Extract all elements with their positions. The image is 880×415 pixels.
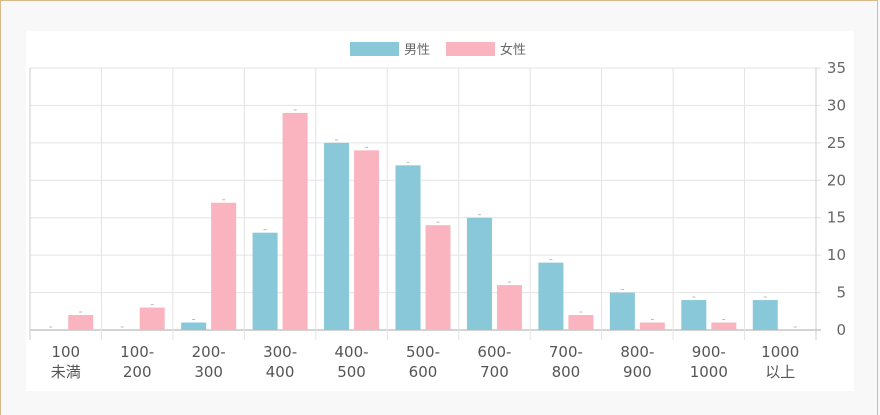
x-tick-label-line: 400-	[335, 343, 369, 361]
x-tick-label-line: 500	[337, 363, 366, 381]
female-bar	[568, 315, 594, 330]
x-tick-label: 400- 500	[335, 343, 369, 381]
female-bar	[496, 285, 522, 330]
female-bar	[639, 322, 665, 330]
y-tick-label: 0	[836, 321, 846, 339]
y-tick-label: 10	[827, 246, 846, 264]
female-bar	[711, 322, 737, 330]
x-tick-label-line: 600-	[477, 343, 511, 361]
x-tick-label-line: 700	[480, 363, 509, 381]
chart-panel	[26, 31, 854, 391]
x-tick-label-line: 1000	[761, 343, 799, 361]
y-tick-label: 25	[827, 134, 846, 152]
x-tick-label-line: 200-	[192, 343, 226, 361]
x-tick-label: 100- 200	[120, 343, 154, 381]
x-tick-label: 1000 以上	[761, 343, 799, 381]
x-tick-label-line: 800	[552, 363, 581, 381]
x-tick-label-line: 700-	[549, 343, 583, 361]
female-bar	[282, 112, 308, 331]
x-tick-label: 800- 900	[620, 343, 654, 381]
x-tick-label-line: 900	[623, 363, 652, 381]
legend-label: 男性	[404, 43, 430, 58]
y-tick-label: 15	[827, 209, 846, 227]
male-bar	[252, 232, 278, 330]
x-tick-label-line: 300-	[263, 343, 297, 361]
female-bar	[139, 307, 165, 330]
legend-label: 女性	[500, 42, 526, 58]
y-tick-label: 5	[836, 284, 846, 302]
male-bar	[466, 217, 492, 330]
y-tick-label: 35	[827, 59, 846, 77]
x-tick-label: 300- 400	[263, 343, 297, 381]
y-tick-label: 20	[827, 171, 846, 189]
x-tick-label-line: 400	[266, 363, 295, 381]
x-tick-label: 600- 700	[477, 343, 511, 381]
male-bar	[609, 292, 635, 330]
x-tick-label-line: 未満	[51, 363, 81, 381]
x-tick-label-line: 600	[409, 363, 438, 381]
x-tick-label: 200- 300	[192, 343, 226, 381]
x-tick-label: 700- 800	[549, 343, 583, 381]
x-tick-label-line: 以上	[765, 363, 795, 381]
female-bar	[354, 150, 380, 330]
x-tick-label-line: 500-	[406, 343, 440, 361]
x-tick-label: 900- 1000	[690, 343, 728, 381]
female-bar	[68, 315, 94, 330]
x-tick-label-line: 1000	[690, 363, 728, 381]
legend-swatch	[350, 42, 399, 56]
male-bar	[181, 322, 207, 330]
male-bar	[681, 300, 707, 330]
x-tick-label-line: 100	[51, 343, 80, 361]
y-tick-label: 30	[827, 96, 846, 114]
x-tick-label-line: 200	[123, 363, 152, 381]
x-tick-label: 500- 600	[406, 343, 440, 381]
female-bar	[211, 202, 237, 330]
x-tick-label-line: 100-	[120, 343, 154, 361]
x-tick-label: 100 未満	[51, 343, 81, 381]
legend-swatch	[446, 42, 495, 56]
male-bar	[752, 300, 778, 330]
x-tick-label-line: 300	[194, 363, 223, 381]
x-tick-label-line: 900-	[692, 343, 726, 361]
male-bar	[395, 165, 421, 330]
male-bar	[538, 262, 564, 330]
male-bar	[324, 142, 350, 330]
x-tick-label-line: 800-	[620, 343, 654, 361]
female-bar	[425, 225, 451, 330]
